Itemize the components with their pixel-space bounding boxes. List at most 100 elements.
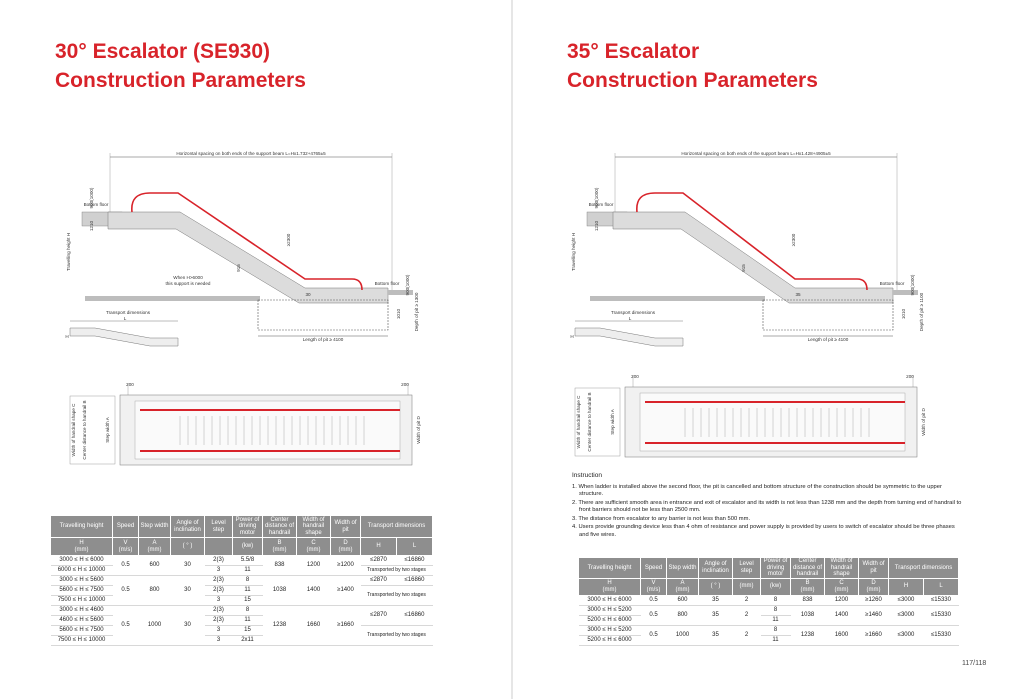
diagram-label: Bottom floor xyxy=(375,281,400,286)
cell: 3 xyxy=(204,595,233,606)
cell: 2 xyxy=(732,595,761,606)
cell: 7500 ≤ H ≤ 10000 xyxy=(50,635,113,646)
pit xyxy=(762,299,894,331)
cell: 1400 xyxy=(296,575,331,606)
title-line: 30° Escalator (SE930) xyxy=(55,40,270,63)
diagram-label: 1010 xyxy=(901,308,906,319)
cell: 2x11 xyxy=(232,635,263,646)
diagram-label: 915 xyxy=(741,264,746,272)
unit: H (mm) xyxy=(578,577,641,596)
cell: 8 xyxy=(760,595,791,606)
diagram: Horizontal spacing on both ends of the s… xyxy=(570,151,926,458)
header: Level step xyxy=(204,515,233,538)
cell: Transported by two stages xyxy=(360,565,433,576)
unit: ( ° ) xyxy=(170,537,205,556)
header: Power of driving motor xyxy=(232,515,263,538)
cell: 3000 ≤ H ≤ 4600 xyxy=(50,605,113,616)
cell: 30 xyxy=(170,575,205,606)
cell: ≤3000 xyxy=(888,605,924,626)
cell: ≤16860 xyxy=(396,555,433,566)
dimension-box xyxy=(574,387,621,457)
instruction-item: 4. Users provide grounding device less t… xyxy=(572,524,955,538)
cell: ≥1260 xyxy=(858,595,889,606)
cell: 800 xyxy=(138,575,171,606)
cell: 4600 ≤ H ≤ 5600 xyxy=(50,615,113,626)
unit: D (mm) xyxy=(330,537,361,556)
cell: 5200 ≤ H ≤ 6000 xyxy=(578,615,641,626)
cell: ≥1400 xyxy=(330,575,361,606)
diagram-label: 30 xyxy=(305,292,311,297)
header: Angle of inclination xyxy=(170,515,205,538)
cell: Transported by two stages xyxy=(360,585,433,606)
unit: L xyxy=(923,577,959,596)
cell: 0.5 xyxy=(640,625,667,646)
cell: 11 xyxy=(232,565,263,576)
cell: ≥1660 xyxy=(858,625,889,646)
cell: ≤2870 xyxy=(360,575,397,586)
diagram-label: Center distance to handrail B xyxy=(587,392,592,451)
cell: ≤3000 xyxy=(888,625,924,646)
floor xyxy=(388,290,413,295)
unit: B (mm) xyxy=(262,537,297,556)
cell: 11 xyxy=(760,615,791,626)
header: Level step xyxy=(732,557,761,579)
cell: 35 xyxy=(698,625,733,646)
cell: 838 xyxy=(262,555,297,576)
cell: 2(3) xyxy=(204,605,233,616)
cell: 1660 xyxy=(296,605,331,646)
cell: 2(3) xyxy=(204,575,233,586)
plan-view: 200 200 Width of handrail shape C Center di… xyxy=(69,382,421,466)
unit: (mm) xyxy=(732,577,761,596)
unit: C (mm) xyxy=(296,537,331,556)
header: Travelling height xyxy=(50,515,113,538)
diagram-label: 900(1000) xyxy=(89,187,94,208)
cell: 1238 xyxy=(262,605,297,646)
cell: 2(3) xyxy=(204,555,233,566)
title-line: 35° Escalator xyxy=(567,40,699,63)
cell: 5200 ≤ H ≤ 6000 xyxy=(578,635,641,646)
unit: A (mm) xyxy=(138,537,171,556)
diagram-label: ≥2300 xyxy=(286,233,291,246)
header: Step width xyxy=(138,515,171,538)
instruction-item: 3. The distance from escalator to any ba… xyxy=(572,515,751,522)
diagram: Horizontal spacing on both ends of the s… xyxy=(65,151,421,466)
diagram-label: Center distance to handrail B xyxy=(82,400,87,459)
cell: 0.5 xyxy=(112,575,139,606)
cell: 1200 xyxy=(824,595,859,606)
parameter-table: Travelling height Speed Step width Angle… xyxy=(50,515,433,646)
cell: 0.5 xyxy=(112,555,139,576)
header: Step width xyxy=(666,557,699,579)
cell: 8 xyxy=(232,605,263,616)
diagram-label: 915 xyxy=(236,264,241,272)
title-line: Construction Parameters xyxy=(567,69,818,92)
diagram-label: 1210 xyxy=(594,220,599,231)
unit: B (mm) xyxy=(790,577,825,596)
cell: 3000 ≤ H ≤ 6000 xyxy=(578,595,641,606)
header: Power of driving motor xyxy=(760,557,791,579)
cell: 1600 xyxy=(824,625,859,646)
instruction: Instruction 1. When ladder is installed … xyxy=(572,472,962,540)
header: Width of handrail shape xyxy=(824,557,859,579)
diagram-label: Horizontal spacing on both ends of the s… xyxy=(681,151,831,156)
unit: D (mm) xyxy=(858,577,889,596)
diagram-label: 1010 xyxy=(396,308,401,319)
floor xyxy=(893,290,918,295)
diagram-label: L xyxy=(124,316,127,321)
cell: ≤15330 xyxy=(923,605,959,626)
dimension-box xyxy=(69,395,116,465)
instruction-item: 1. When ladder is installed above the se… xyxy=(572,483,942,498)
unit xyxy=(204,537,233,556)
cell: 3000 ≤ H ≤ 5200 xyxy=(578,625,641,636)
cell: ≥1660 xyxy=(330,605,361,646)
page-number: 117/118 xyxy=(962,660,987,667)
diagram-label: Step width A xyxy=(105,416,110,442)
unit: V (m/s) xyxy=(112,537,139,556)
title-line: Construction Parameters xyxy=(55,69,306,92)
plan-view: 200 200 Width of handrail shape C Center di… xyxy=(574,374,926,458)
header: Angle of inclination xyxy=(698,557,733,579)
cell: 1238 xyxy=(790,625,825,646)
cell: 600 xyxy=(138,555,171,576)
cell: Transported by two stages xyxy=(360,625,433,646)
diagram-label: Length of pit ≥ 4100 xyxy=(808,337,849,342)
